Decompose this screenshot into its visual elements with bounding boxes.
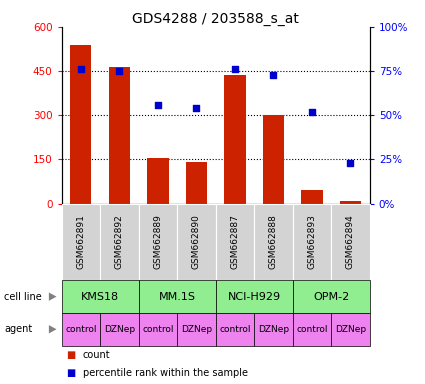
Text: GSM662891: GSM662891	[76, 215, 85, 269]
Bar	[340, 200, 361, 204]
Text: percentile rank within the sample: percentile rank within the sample	[83, 368, 248, 378]
Text: GSM662892: GSM662892	[115, 215, 124, 269]
Point	[270, 71, 277, 78]
Point	[347, 160, 354, 166]
Text: GSM662893: GSM662893	[307, 215, 317, 269]
Title: GDS4288 / 203588_s_at: GDS4288 / 203588_s_at	[132, 12, 299, 26]
Text: ■: ■	[66, 368, 75, 378]
Text: OPM-2: OPM-2	[313, 291, 349, 302]
Text: DZNep: DZNep	[258, 325, 289, 334]
Bar	[186, 162, 207, 204]
Text: KMS18: KMS18	[81, 291, 119, 302]
Text: agent: agent	[4, 324, 32, 334]
Text: GSM662890: GSM662890	[192, 215, 201, 269]
Point	[193, 105, 200, 111]
Text: DZNep: DZNep	[335, 325, 366, 334]
Point	[232, 66, 238, 72]
Point	[77, 66, 84, 72]
Bar	[263, 115, 284, 204]
Text: DZNep: DZNep	[181, 325, 212, 334]
Text: GSM662887: GSM662887	[230, 215, 239, 269]
Text: NCI-H929: NCI-H929	[228, 291, 281, 302]
Text: count: count	[83, 350, 110, 360]
Text: GSM662894: GSM662894	[346, 215, 355, 269]
Text: DZNep: DZNep	[104, 325, 135, 334]
Text: GSM662888: GSM662888	[269, 215, 278, 269]
Point	[116, 68, 123, 74]
Bar	[224, 76, 246, 204]
Text: control: control	[142, 325, 174, 334]
Point	[155, 101, 162, 108]
Text: control: control	[296, 325, 328, 334]
Text: MM.1S: MM.1S	[159, 291, 196, 302]
Text: ■: ■	[66, 350, 75, 360]
Text: GSM662889: GSM662889	[153, 215, 162, 269]
Text: cell line: cell line	[4, 291, 42, 302]
Bar	[147, 158, 168, 204]
Point	[309, 109, 315, 115]
Text: control: control	[65, 325, 96, 334]
Bar	[70, 45, 91, 204]
Bar	[301, 190, 323, 204]
Bar	[109, 67, 130, 204]
Text: control: control	[219, 325, 251, 334]
